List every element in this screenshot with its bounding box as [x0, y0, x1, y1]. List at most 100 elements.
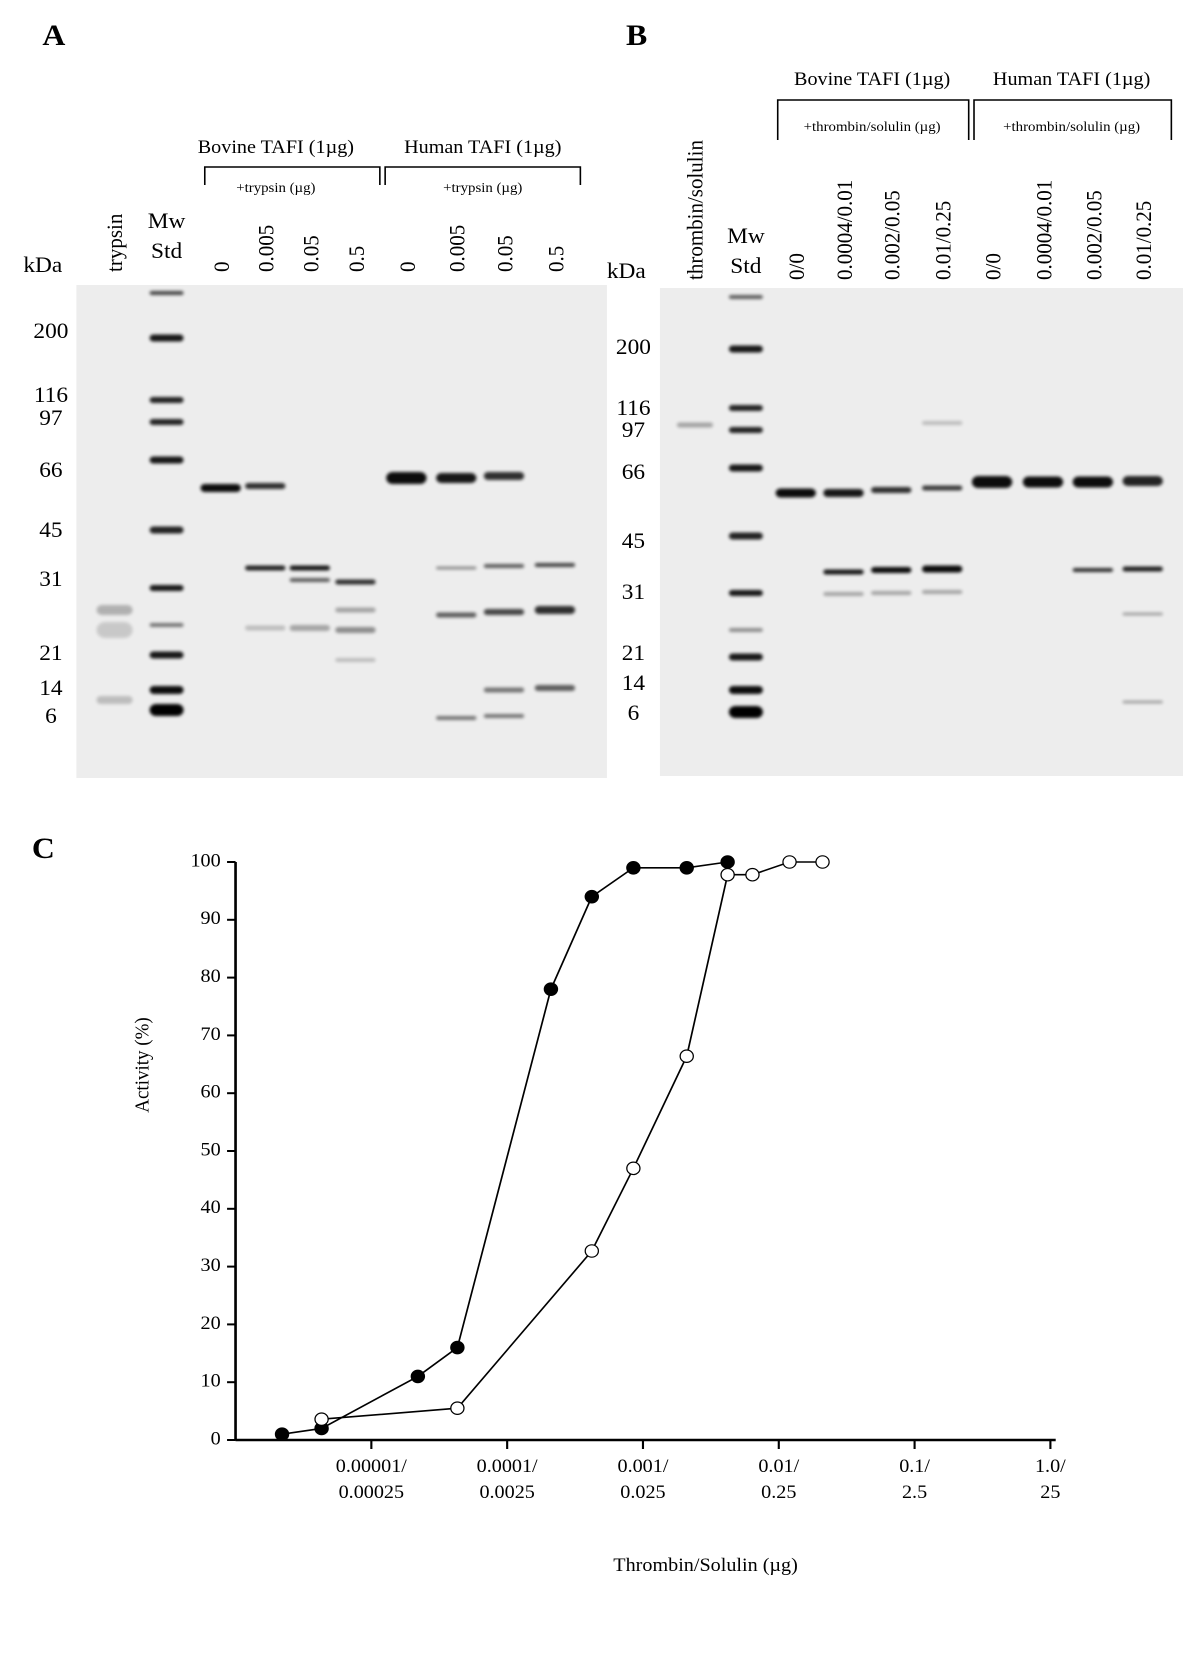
marker-label: 45: [39, 518, 62, 542]
treatment-label: +trypsin (µg): [236, 180, 315, 196]
data-point: [745, 867, 760, 882]
gel-band: [728, 405, 763, 411]
gel-band: [483, 687, 525, 693]
gel-band: [245, 625, 286, 631]
lane-label: 0.5: [544, 246, 569, 272]
lane-label: 0.005: [254, 225, 279, 272]
gel-band: [96, 696, 133, 704]
marker-label: 45: [622, 529, 645, 553]
data-point: [543, 982, 559, 996]
gel-band: [728, 590, 763, 596]
gel-band: [922, 485, 963, 491]
gel-band: [728, 706, 763, 718]
lane-label: 0.5: [344, 246, 369, 272]
treatment-label: +trypsin (µg): [443, 180, 522, 196]
gel-band: [728, 295, 763, 299]
gel-band: [149, 686, 184, 694]
data-point: [450, 1340, 465, 1355]
panel-label: A: [42, 18, 66, 52]
y-tick-label: 60: [201, 1082, 221, 1102]
gel-band: [728, 686, 763, 694]
gel-band: [149, 623, 184, 627]
gel-band: [483, 609, 525, 615]
gel-band: [922, 565, 963, 573]
marker-label: 14: [39, 676, 62, 700]
gel-band: [728, 464, 763, 472]
lane-label: 0.05: [299, 235, 324, 272]
std-label: Std: [151, 239, 183, 263]
x-tick-label: 0.001/0.025: [617, 1456, 669, 1502]
marker-label: 200: [616, 335, 651, 359]
marker-label: 66: [622, 460, 645, 484]
gel-band: [289, 565, 330, 571]
gel-band: [149, 704, 184, 716]
lane-label: trypsin: [102, 214, 127, 272]
gel-band: [335, 627, 376, 633]
y-tick-label: 40: [201, 1198, 221, 1218]
gel-band: [728, 628, 763, 632]
gel-band: [676, 422, 713, 428]
treatment-label: +thrombin/solulin (µg): [804, 119, 941, 135]
y-tick-label: 20: [201, 1313, 221, 1333]
gel-band: [823, 489, 864, 497]
gel-band: [483, 564, 525, 568]
gel-band: [335, 658, 376, 662]
kda-label: kDa: [23, 253, 62, 277]
gel-band: [96, 622, 133, 638]
marker-label: 31: [622, 580, 645, 604]
gel-band: [149, 334, 184, 342]
marker-label: 14: [622, 671, 645, 695]
lane-label: 0.005: [445, 225, 470, 272]
data-point: [274, 1427, 290, 1442]
marker-label: 6: [628, 701, 640, 725]
gel-band: [335, 579, 376, 585]
bracket: [776, 99, 1173, 140]
gel-band: [922, 590, 963, 594]
gel-band: [149, 419, 184, 425]
data-point: [679, 860, 694, 875]
gel-band: [149, 651, 184, 659]
group-label: Bovine TAFI (1µg): [794, 69, 950, 89]
data-point: [314, 1412, 329, 1426]
gel-band: [871, 591, 912, 595]
gel-band: [436, 612, 477, 618]
y-tick-label: 10: [201, 1371, 221, 1391]
data-point: [584, 889, 600, 904]
data-point: [626, 1161, 641, 1176]
gel-band: [245, 565, 286, 571]
lane-label: 0/0: [981, 253, 1006, 280]
gel-band: [436, 566, 477, 570]
y-tick-label: 50: [201, 1140, 221, 1160]
marker-label: 6: [45, 704, 57, 728]
gel-band: [1072, 476, 1113, 488]
gel-band: [335, 607, 376, 613]
gel-band: [1122, 612, 1163, 616]
gel-band: [96, 605, 133, 615]
gel-band: [200, 484, 241, 492]
gel-band: [436, 473, 477, 483]
gel-band: [871, 567, 912, 573]
gel-band: [728, 653, 763, 661]
std-label: Mw: [148, 209, 186, 233]
marker-label: 31: [39, 567, 62, 591]
series-line: [281, 861, 728, 1436]
gel-b: [659, 288, 1184, 776]
gel-band: [483, 714, 525, 718]
lane-label: 0.0004/0.01: [1032, 180, 1057, 280]
marker-label: 21: [622, 641, 645, 665]
gel-band: [1122, 476, 1163, 486]
data-point: [720, 867, 735, 882]
lane-label: 0.01/0.25: [1132, 201, 1157, 280]
x-tick-label: 0.1/2.5: [899, 1456, 930, 1502]
gel-band: [823, 569, 864, 575]
marker-label: 116: [34, 383, 68, 407]
marker-label: 97: [39, 406, 62, 430]
lane-label: 0.002/0.05: [880, 190, 905, 280]
data-point: [410, 1369, 426, 1384]
gel-band: [149, 585, 184, 591]
x-axis-title: Thrombin/Solulin (µg): [613, 1555, 798, 1575]
gel-band: [823, 592, 864, 596]
lane-label: 0: [210, 261, 235, 272]
panel-label: C: [32, 831, 55, 865]
gel-band: [289, 578, 330, 582]
